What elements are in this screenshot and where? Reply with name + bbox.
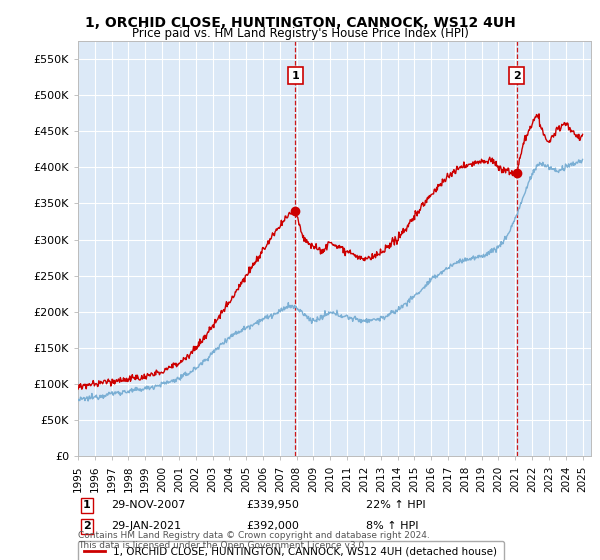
- Text: 1: 1: [83, 500, 91, 510]
- Text: 29-NOV-2007: 29-NOV-2007: [111, 500, 185, 510]
- Text: 2: 2: [513, 71, 521, 81]
- Legend: 1, ORCHID CLOSE, HUNTINGTON, CANNOCK, WS12 4UH (detached house), HPI: Average pr: 1, ORCHID CLOSE, HUNTINGTON, CANNOCK, WS…: [78, 540, 504, 560]
- Text: 1, ORCHID CLOSE, HUNTINGTON, CANNOCK, WS12 4UH: 1, ORCHID CLOSE, HUNTINGTON, CANNOCK, WS…: [85, 16, 515, 30]
- Text: £339,950: £339,950: [246, 500, 299, 510]
- Text: 2: 2: [83, 521, 91, 531]
- Text: £392,000: £392,000: [246, 521, 299, 531]
- Text: Contains HM Land Registry data © Crown copyright and database right 2024.
This d: Contains HM Land Registry data © Crown c…: [78, 530, 430, 550]
- Text: 1: 1: [292, 71, 299, 81]
- Text: Price paid vs. HM Land Registry's House Price Index (HPI): Price paid vs. HM Land Registry's House …: [131, 27, 469, 40]
- Text: 8% ↑ HPI: 8% ↑ HPI: [366, 521, 419, 531]
- Text: 29-JAN-2021: 29-JAN-2021: [111, 521, 181, 531]
- Text: 22% ↑ HPI: 22% ↑ HPI: [366, 500, 425, 510]
